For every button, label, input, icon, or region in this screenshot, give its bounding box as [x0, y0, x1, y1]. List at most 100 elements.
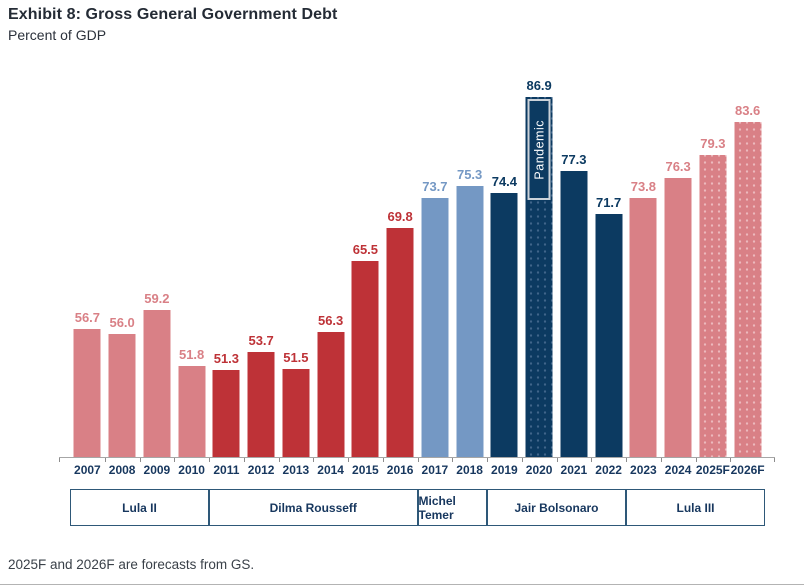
president-box-lula-iii: Lula III [626, 489, 765, 526]
x-tick-label-2026F: 2026F [730, 463, 765, 477]
x-tick-label-2018: 2018 [456, 463, 483, 477]
president-term-boxes: Lula II Dilma Rousseff Michel Temer Jair Bo… [70, 489, 765, 526]
president-box-lula-ii: Lula II [70, 489, 209, 526]
axis-tick [209, 458, 210, 462]
axis-tick [348, 458, 349, 462]
president-box-michel-temer: Michel Temer [417, 489, 487, 526]
x-tick-label-2007: 2007 [74, 463, 101, 477]
bar-2012 [247, 351, 275, 457]
axis-tick [59, 458, 60, 462]
value-label-2023: 73.8 [630, 178, 657, 194]
bar-slot-2009: 59.2 [140, 92, 175, 457]
axis-tick [139, 458, 141, 462]
x-axis-labels: 2007 2008 2009 2010 2011 2012 2013 2014 2015 2016… [70, 463, 765, 479]
value-label-2026F: 83.6 [734, 103, 761, 119]
bar-2015 [351, 261, 379, 457]
axis-tick [660, 458, 662, 462]
axis-tick [452, 458, 454, 462]
bar-2010 [178, 366, 206, 457]
x-tick-label-2015: 2015 [352, 463, 379, 477]
bar-slot-2015: 65.5 [348, 92, 383, 457]
bar-2009 [143, 309, 171, 457]
value-label-2011: 51.3 [213, 351, 240, 367]
value-label-2022: 71.7 [595, 194, 622, 210]
axis-tick [243, 458, 245, 462]
x-tick-label-2010: 2010 [178, 463, 205, 477]
axis-tick [730, 458, 732, 462]
bar-2025F [699, 155, 727, 457]
axis-tick [174, 458, 176, 462]
axis-tick [104, 458, 106, 462]
bar-chart-plot-area: 56.7 56.0 59.2 51.8 51.3 53.7 51.5 56.3 65.5 69.8… [59, 78, 775, 462]
bar-2022 [595, 213, 623, 457]
bar-2007 [73, 328, 101, 457]
x-tick-label-2019: 2019 [491, 463, 518, 477]
value-label-2025F: 79.3 [700, 136, 726, 152]
bar-2011 [212, 370, 240, 457]
bottom-divider [0, 584, 804, 585]
x-tick-label-2024: 2024 [664, 463, 692, 477]
axis-tick [774, 458, 775, 462]
pandemic-annotation-box: Pandemic [527, 99, 551, 200]
x-tick-label-2012: 2012 [247, 463, 275, 477]
x-tick-label-2013: 2013 [282, 463, 310, 477]
bar-slot-2007: 56.7 [70, 92, 105, 457]
bar-2008 [108, 334, 136, 457]
value-label-2021: 77.3 [561, 151, 587, 167]
bar-2026F [734, 122, 762, 457]
x-tick-label-2017: 2017 [421, 463, 449, 477]
axis-tick [417, 458, 419, 462]
bar-slot-2019: 74.4 [487, 92, 522, 457]
x-tick-label-2022: 2022 [595, 463, 622, 477]
bar-slot-2022: 71.7 [591, 92, 626, 457]
value-label-2014: 56.3 [317, 312, 344, 328]
value-label-2008: 56.0 [109, 315, 135, 331]
bar-2019 [490, 192, 518, 457]
bar-slot-2012: 53.7 [244, 92, 279, 457]
bar-2016 [386, 228, 414, 457]
bar-slot-2008: 56.0 [105, 92, 140, 457]
axis-tick [487, 458, 488, 462]
x-axis-line [59, 457, 775, 458]
value-label-2018: 75.3 [456, 167, 483, 183]
value-label-2009: 59.2 [144, 290, 170, 306]
bar-slot-2010: 51.8 [174, 92, 209, 457]
value-label-2020: 86.9 [526, 78, 552, 93]
axis-tick [313, 458, 315, 462]
footnote: 2025F and 2026F are forecasts from GS. [8, 557, 255, 572]
x-tick-label-2016: 2016 [386, 463, 414, 477]
bar-slot-2017: 73.7 [418, 92, 453, 457]
x-tick-label-2025F: 2025F [695, 463, 730, 477]
bar-2021 [560, 170, 588, 457]
axis-tick [521, 458, 523, 462]
bar-slot-2011: 51.3 [209, 92, 244, 457]
value-label-2015: 65.5 [352, 242, 379, 258]
bar-slot-2023: 73.8 [626, 92, 661, 457]
bar-2024 [664, 178, 692, 457]
value-label-2012: 53.7 [248, 332, 274, 348]
x-tick-label-2023: 2023 [630, 463, 657, 477]
bar-slot-2016: 69.8 [383, 92, 418, 457]
axis-tick [382, 458, 384, 462]
bar-slot-2021: 77.3 [557, 92, 592, 457]
president-box-dilma-rousseff: Dilma Rousseff [209, 489, 418, 526]
chart-title: Exhibit 8: Gross General Government Debt [8, 6, 338, 23]
axis-tick [556, 458, 558, 462]
value-label-2024: 76.3 [665, 159, 691, 175]
bar-2020: Pandemic [525, 97, 553, 457]
axis-tick [695, 458, 697, 462]
x-tick-label-2014: 2014 [317, 463, 344, 477]
bar-2013 [282, 368, 310, 457]
value-label-2017: 73.7 [422, 179, 448, 195]
pandemic-annotation-label: Pandemic [532, 119, 547, 180]
chart-subtitle: Percent of GDP [8, 27, 107, 43]
axis-tick [591, 458, 593, 462]
x-tick-label-2020: 2020 [525, 463, 553, 477]
axis-tick [278, 458, 280, 462]
value-label-2016: 69.8 [387, 209, 413, 225]
bar-2023 [629, 197, 657, 457]
president-box-jair-bolsonaro: Jair Bolsonaro [487, 489, 626, 526]
x-tick-label-2008: 2008 [108, 463, 136, 477]
axis-tick [626, 458, 627, 462]
